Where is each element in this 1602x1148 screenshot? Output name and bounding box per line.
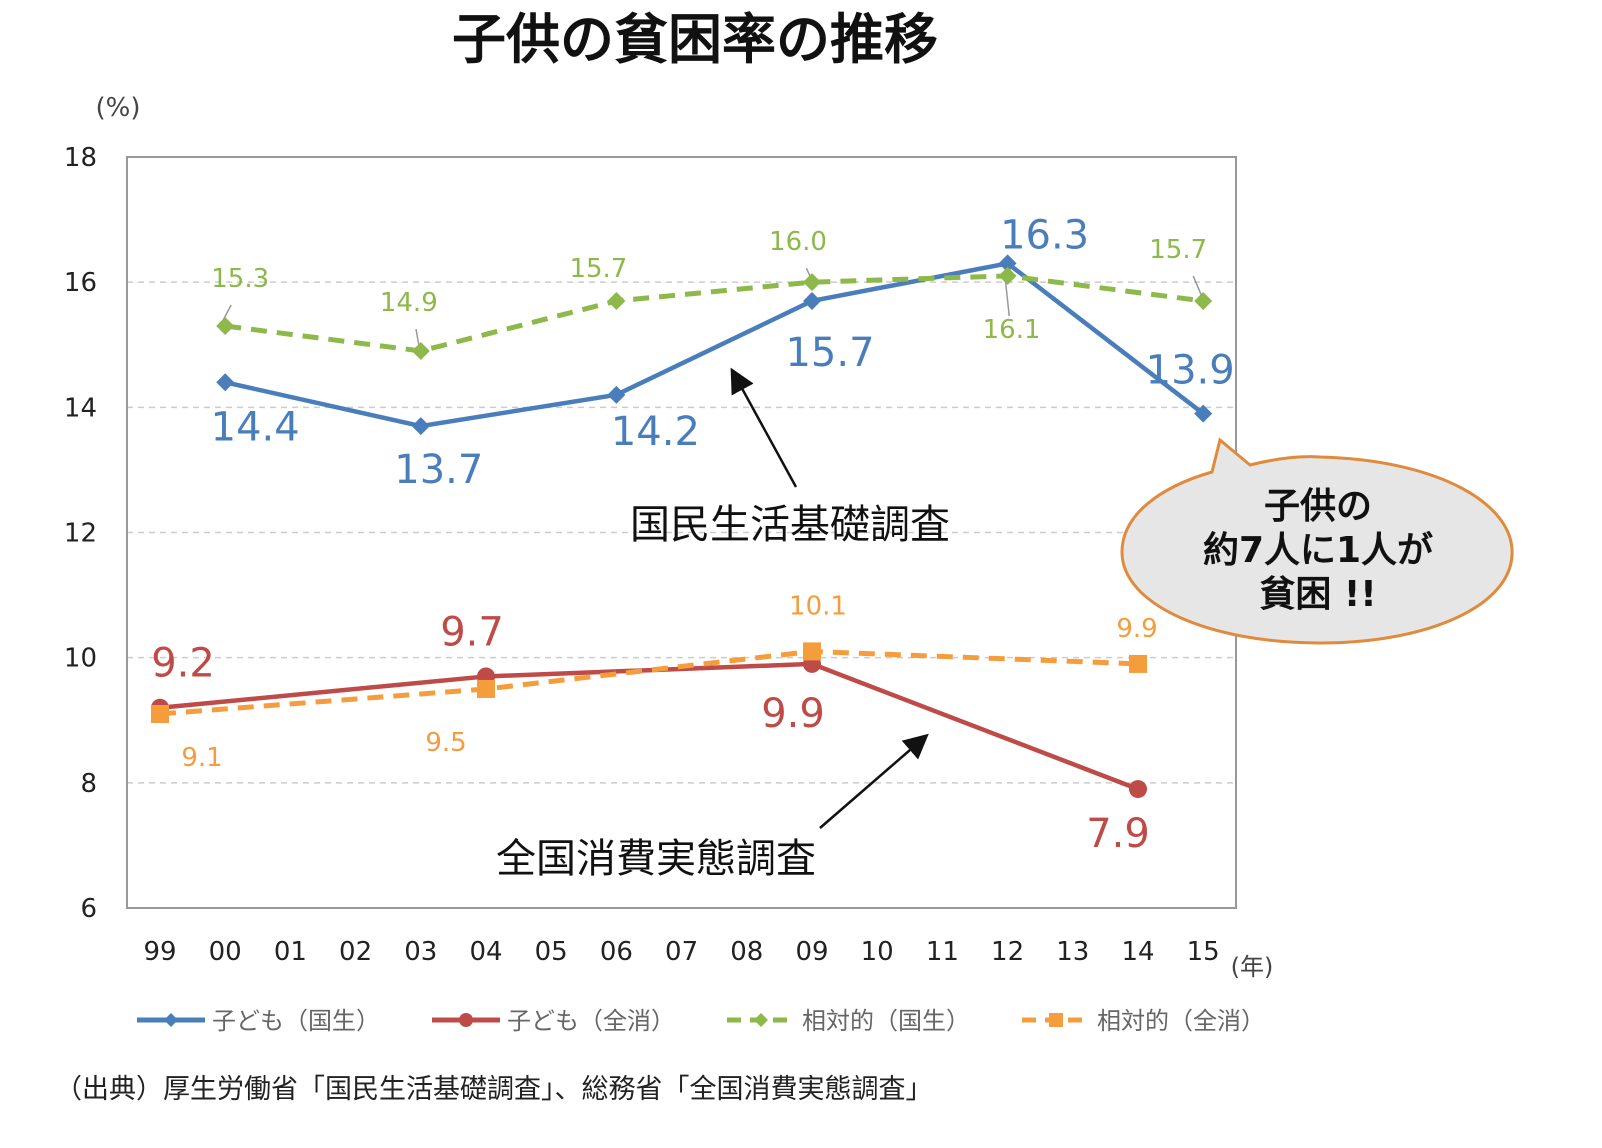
- data-point: [1129, 780, 1147, 799]
- data-point: [607, 385, 626, 404]
- x-tick-label: 13: [1056, 937, 1089, 967]
- data-point: [411, 342, 430, 361]
- x-axis-label: (年): [1231, 953, 1274, 981]
- x-tick-label: 99: [143, 937, 176, 967]
- callout-line-2: 約7人に1人が: [1203, 530, 1433, 571]
- y-tick-label: 16: [64, 268, 97, 298]
- legend-label: 相対的（国生）: [802, 1007, 970, 1035]
- data-label: 15.7: [1149, 235, 1207, 265]
- x-tick-label: 03: [404, 937, 437, 967]
- series-line: [224, 273, 1204, 354]
- x-tick-label: 05: [535, 937, 568, 967]
- data-point: [607, 291, 626, 310]
- data-point: [216, 316, 235, 335]
- data-point: [151, 704, 169, 723]
- data-point: [803, 291, 821, 310]
- legend: 子ども（国生） 子ども（全消） 相対的（国生） 相対的（全消）: [137, 1007, 1265, 1035]
- y-tick-label: 12: [64, 519, 97, 549]
- x-tick-label: 00: [209, 937, 242, 967]
- leader-line: [415, 328, 420, 346]
- source-note: （出典）厚生労働省「国民生活基礎調査」、総務省「全国消費実態調査」: [55, 1074, 933, 1105]
- x-tick-label: 09: [795, 937, 828, 967]
- data-label: 9.9: [761, 691, 825, 737]
- data-point: [803, 273, 821, 292]
- callout-bubble: 子供の 約7人に1人が 貧困 !!: [1120, 437, 1514, 645]
- series-1: [151, 654, 1147, 799]
- x-tick-label: 10: [861, 937, 894, 967]
- x-tick-label: 12: [991, 937, 1024, 967]
- callout-line-3: 貧困 !!: [1259, 574, 1376, 615]
- y-tick-label: 10: [64, 644, 97, 674]
- legend-item: 相対的（国生）: [727, 1007, 970, 1035]
- leader-line: [1192, 275, 1202, 296]
- annotation-zenkoku: 全国消費実態調査: [496, 836, 816, 882]
- legend-item: 子ども（国生）: [137, 1007, 380, 1035]
- data-label: 14.9: [380, 288, 438, 318]
- annotation-kokumin: 国民生活基礎調査: [630, 502, 950, 548]
- series-line: [224, 260, 1205, 429]
- data-label: 10.1: [789, 591, 847, 621]
- data-label: 14.4: [211, 404, 300, 450]
- data-point: [998, 266, 1017, 285]
- x-tick-label: 08: [730, 937, 763, 967]
- legend-label: 子ども（全消）: [507, 1007, 675, 1035]
- series-line: [159, 648, 1139, 717]
- data-label: 15.7: [569, 254, 627, 284]
- data-label: 9.2: [151, 641, 215, 687]
- data-label: 16.3: [1000, 212, 1089, 258]
- y-tick-label: 14: [64, 393, 97, 423]
- data-label: 15.3: [211, 264, 269, 294]
- x-tick-label: 02: [339, 937, 372, 967]
- callout-line-1: 子供の: [1264, 486, 1372, 527]
- data-point: [411, 417, 430, 436]
- y-axis-label: (%): [96, 93, 141, 123]
- data-label: 16.1: [983, 315, 1041, 345]
- y-tick-label: 18: [64, 143, 97, 173]
- data-point: [1194, 404, 1213, 423]
- leader-line: [222, 304, 232, 321]
- data-label: 16.0: [769, 227, 827, 257]
- data-point: [1129, 654, 1147, 673]
- data-label: 14.2: [611, 409, 700, 455]
- data-point: [803, 642, 821, 661]
- data-point: [477, 679, 495, 698]
- data-point: [998, 254, 1017, 273]
- data-label: 9.7: [440, 609, 504, 655]
- data-label: 13.7: [394, 447, 483, 493]
- series-2: [216, 266, 1213, 361]
- data-label: 9.9: [1116, 614, 1157, 644]
- series-line: [159, 661, 1139, 792]
- x-tick-label: 15: [1187, 937, 1220, 967]
- arrow-zenkoku: [819, 733, 929, 829]
- data-label: 13.9: [1146, 348, 1235, 394]
- leader-line: [805, 267, 811, 277]
- data-label: 9.1: [181, 743, 222, 773]
- legend-item: 子ども（全消）: [432, 1007, 675, 1035]
- y-tick-label: 6: [80, 894, 97, 924]
- legend-label: 相対的（全消）: [1097, 1007, 1265, 1035]
- x-tick-label: 04: [469, 937, 502, 967]
- data-label: 7.9: [1086, 811, 1150, 857]
- data-point: [216, 373, 235, 392]
- x-tick-label: 11: [926, 937, 959, 967]
- arrow-kokumin: [730, 367, 798, 488]
- leader-line: [1004, 281, 1010, 316]
- series-3: [151, 642, 1147, 723]
- data-point: [1194, 291, 1213, 310]
- legend-label: 子ども（国生）: [212, 1007, 380, 1035]
- legend-item: 相対的（全消）: [1022, 1007, 1265, 1035]
- chart-title: 子供の貧困率の推移: [452, 8, 938, 71]
- x-tick-label: 06: [600, 937, 633, 967]
- data-label: 15.7: [785, 330, 874, 376]
- data-label: 9.5: [425, 728, 466, 758]
- x-tick-label: 14: [1121, 937, 1154, 967]
- series-0: [216, 254, 1213, 436]
- x-tick-label: 01: [274, 937, 307, 967]
- y-tick-label: 8: [80, 769, 97, 799]
- x-tick-label: 07: [665, 937, 698, 967]
